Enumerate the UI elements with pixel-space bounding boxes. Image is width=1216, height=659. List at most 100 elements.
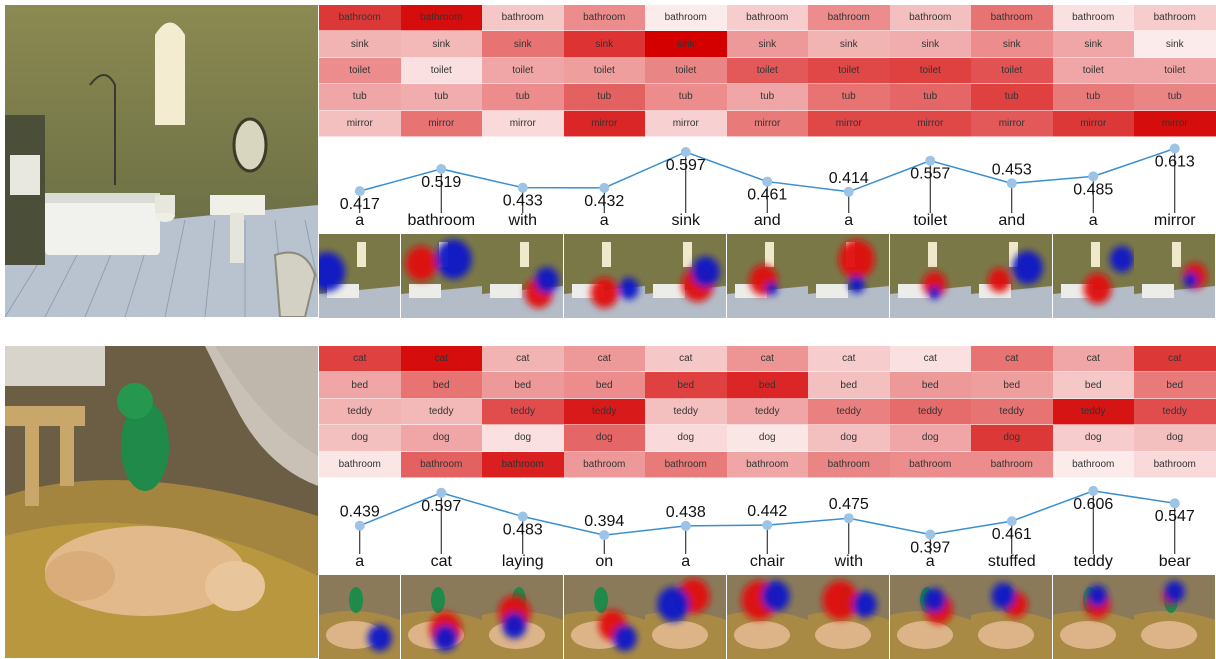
heatmap-cell: mirror [645,110,727,137]
caption-word: bear [1159,553,1192,570]
attention-thumbnail [400,575,482,659]
score-point [1006,178,1017,189]
attention-map-7 [889,234,971,318]
bathroom-photo [5,5,318,317]
attention-map-8 [971,575,1052,659]
score-label: 0.397 [910,539,950,556]
heatmap-cell: bathroom [563,5,645,32]
heatmap-cell: teddy [645,398,727,426]
score-label: 0.547 [1155,508,1195,525]
heatmap-cell: dog [563,425,645,452]
attention-thumbnail [726,234,808,318]
heatmap-cell: bed [971,372,1053,399]
attention-map-0 [319,234,400,318]
heatmap-cell: bed [400,372,482,399]
heatmap-cell: sink [319,31,401,58]
attention-map-6 [808,234,889,318]
score-line-chart: 0.439 a 0.597 cat 0.483 laying 0.394 on 0.438 a 0.… [319,484,1216,576]
score-point [925,155,936,166]
caption-word: stuffed [988,553,1036,570]
caption-word: a [844,212,853,229]
heatmap-cell: bathroom [400,451,482,478]
heatmap-cell: bed [726,372,808,399]
attention-thumbnail [319,575,400,659]
heatmap-cell: dog [400,425,482,452]
heatmap-cell: cat [645,346,727,373]
attention-thumbnail [563,234,645,318]
score-label: 0.597 [421,498,461,515]
attention-thumbnail [808,234,889,318]
attention-map-7 [889,575,971,659]
score-point [680,520,691,531]
heatmap-cell: dog [971,425,1053,452]
heatmap-cell: teddy [400,398,482,426]
heatmap-cell: bed [319,372,401,399]
attention-thumbnail [482,234,563,318]
attention-map-5 [726,234,808,318]
heatmap-cell: dog [808,425,890,452]
heatmap-cell: bathroom [889,5,971,32]
attention-thumbnail [808,575,889,659]
heatmap-cell: bathroom [726,5,808,32]
heatmap-cell: teddy [482,398,564,426]
score-point [436,163,447,174]
score-point [843,186,854,197]
score-label: 0.414 [829,170,869,187]
heatmap-cell: mirror [971,110,1053,137]
caption-word: teddy [1074,553,1113,570]
heatmap-cell: toilet [563,57,645,85]
heatmap-cell: teddy [319,398,401,426]
score-label: 0.597 [666,157,706,174]
caption-word: on [595,553,613,570]
attention-thumbnail [1052,575,1134,659]
caption-word: mirror [1154,212,1196,229]
attention-thumbnail [645,234,726,318]
attention-map-strip [319,575,1216,659]
attention-thumbnail [563,575,645,659]
attention-thumbnail [1134,234,1215,318]
caption-word: a [681,553,690,570]
heatmap-cell: cat [1052,346,1134,373]
score-label: 0.453 [992,161,1032,178]
score-label: 0.417 [340,196,380,213]
heatmap-cell: tub [645,84,727,111]
score-label: 0.606 [1073,496,1113,513]
heatmap-cell: cat [400,346,482,373]
heatmap-cell: toilet [808,57,890,85]
heatmap-cell: bathroom [1134,451,1216,478]
attention-thumbnail [971,234,1052,318]
score-point [1088,171,1099,182]
heatmap-cell: bathroom [482,451,564,478]
heatmap-cell: tub [319,84,401,111]
heatmap-cell: mirror [808,110,890,137]
bathroom-panel: bathroom sink toilet tub mirror bathroom sink t… [0,5,1216,318]
heatmap-cell: bathroom [645,5,727,32]
attention-map-9 [1052,575,1134,659]
heatmap-cell: bathroom [726,451,808,478]
heatmap-cell: tub [482,84,564,111]
attention-map-10 [1134,575,1215,659]
score-point [517,511,528,522]
caption-word: a [355,212,364,229]
attention-map-3 [563,234,645,318]
score-point [436,487,447,498]
heatmap-cell: toilet [482,57,564,85]
heatmap-cell: toilet [1052,57,1134,85]
heatmap-cell: sink [1134,31,1216,58]
heatmap-cell: bathroom [889,451,971,478]
heatmap-cell: sink [400,31,482,58]
attention-map-10 [1134,234,1215,318]
score-label: 0.519 [421,174,461,191]
score-label: 0.461 [992,526,1032,543]
heatmap-cell: sink [1052,31,1134,58]
attention-thumbnail [726,575,808,659]
heatmap-cell: mirror [400,110,482,137]
score-point [762,520,773,531]
heatmap-cell: sink [726,31,808,58]
caption-word: chair [750,553,785,570]
attention-thumbnail [1052,234,1134,318]
heatmap-cell: dog [1052,425,1134,452]
heatmap-cell: bathroom [319,451,401,478]
heatmap-cell: teddy [1052,398,1134,426]
attention-map-strip [319,234,1216,318]
